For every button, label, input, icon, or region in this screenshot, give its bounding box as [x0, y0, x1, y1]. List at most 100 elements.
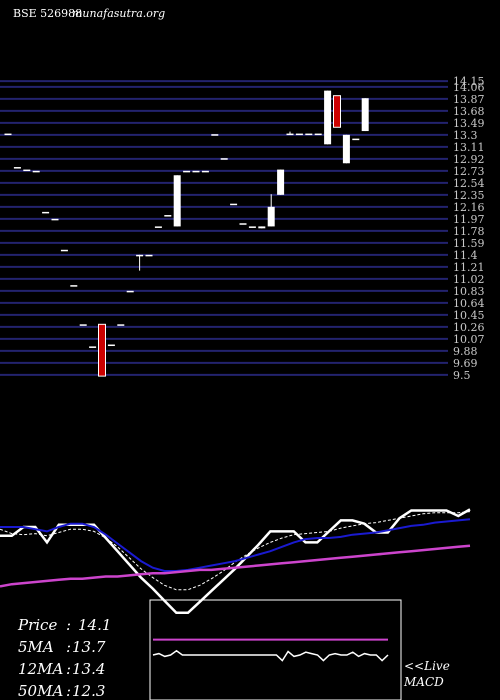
ma12-label: 12MA: [18, 660, 63, 678]
candle: [98, 323, 106, 377]
candle: [286, 131, 294, 136]
price-tick-label: 9.5: [453, 369, 471, 382]
candle: [258, 226, 266, 229]
price-tick-label: 10.64: [453, 297, 485, 310]
candle-body: [192, 170, 200, 173]
price-tick-label: 11.02: [453, 273, 485, 286]
candle: [42, 211, 50, 214]
candle-body: [117, 324, 125, 326]
candle: [267, 194, 275, 227]
site-label: munafasutra.org: [72, 7, 165, 20]
candle-body: [154, 226, 162, 228]
price-tick-label: 13.3: [453, 129, 478, 142]
candle-body: [4, 133, 12, 136]
candle-body: [267, 206, 275, 227]
candle-body: [70, 285, 78, 287]
price-tick-label: 10.45: [453, 309, 485, 322]
ma50-value: 12.3: [72, 682, 105, 700]
ma5-value: 13.7: [72, 638, 106, 656]
ma5-sep: :: [66, 638, 71, 656]
candle: [173, 175, 181, 227]
candle-body: [352, 138, 360, 141]
ma12-line: [0, 518, 471, 572]
candle-body: [201, 170, 209, 173]
macd-panel: [149, 599, 402, 700]
candle: [201, 170, 209, 173]
price-tick-label: 11.78: [453, 225, 485, 238]
ma50-line: [0, 544, 471, 588]
candle: [60, 249, 68, 252]
price-tick-label: 13.68: [453, 105, 485, 118]
ma12-sep: :: [66, 660, 71, 678]
candle: [295, 133, 303, 136]
macd-line: [152, 649, 389, 662]
candle: [164, 215, 172, 217]
candle: [107, 344, 115, 347]
candle: [32, 170, 40, 173]
price-tick-label: 13.11: [453, 141, 485, 154]
candle-body: [258, 226, 266, 229]
price-tick-label: 12.54: [453, 177, 485, 190]
candle-body: [220, 158, 228, 160]
candle-body: [211, 134, 219, 136]
price-axis-ticks: 14.1514.0613.8713.6813.4913.313.1112.921…: [453, 75, 485, 382]
candle: [211, 134, 219, 136]
candle: [314, 133, 322, 136]
stats-legend: Price : 14.1 5MA : 13.7 12MA : 13.4 50MA…: [17, 616, 111, 700]
price-tick-label: 11.4: [453, 249, 478, 262]
header: BSE 526988 munafasutra.org: [13, 7, 165, 20]
candle: [154, 226, 162, 228]
candle-body: [136, 254, 144, 257]
ma12-value: 13.4: [72, 660, 105, 678]
candle-body: [51, 218, 59, 221]
candle: [117, 324, 125, 326]
candle-body: [277, 169, 285, 195]
candle: [305, 133, 313, 136]
candle-body: [145, 254, 153, 257]
macd-frame: [149, 599, 402, 700]
price-tick-label: 12.16: [453, 201, 485, 214]
candle: [192, 170, 200, 173]
candle-body: [42, 211, 50, 214]
price-value: 14.1: [78, 616, 111, 634]
candle-body: [79, 324, 87, 326]
candle-body: [89, 346, 97, 348]
candle-body: [239, 223, 247, 225]
candle: [324, 90, 332, 145]
candle-body: [324, 90, 332, 145]
candle-body: [32, 170, 40, 173]
candle: [277, 169, 285, 195]
candle: [361, 98, 369, 132]
candle-body: [361, 98, 369, 132]
price-tick-label: 10.83: [453, 285, 485, 298]
candle-body: [333, 95, 341, 128]
candle: [51, 218, 59, 221]
candle: [70, 285, 78, 287]
live-link[interactable]: <<Live: [404, 659, 450, 673]
price-tick-label: 14.06: [453, 81, 485, 94]
price-tick-label: 13.49: [453, 117, 485, 130]
candle: [220, 158, 228, 160]
price-tick-label: 10.07: [453, 333, 485, 346]
candle-body: [164, 215, 172, 217]
candle-body: [126, 290, 134, 293]
price-tick-label: 11.21: [453, 261, 485, 274]
candle: [136, 254, 144, 271]
macd-labels: <<Live MACD: [403, 659, 450, 689]
candle-body: [248, 226, 256, 228]
ma50-sep: :: [66, 682, 71, 700]
candle-body: [98, 323, 106, 377]
candle: [230, 203, 238, 206]
macd-label: MACD: [403, 675, 444, 689]
candle-body: [183, 170, 191, 173]
candle: [13, 167, 21, 169]
candle-body: [230, 203, 238, 206]
ma50-label: 50MA: [18, 682, 63, 700]
price-tick-label: 12.35: [453, 189, 485, 202]
candle-body: [286, 133, 294, 136]
price-tick-label: 12.92: [453, 153, 485, 166]
candle: [23, 169, 31, 172]
candle: [248, 226, 256, 228]
candle: [145, 254, 153, 257]
